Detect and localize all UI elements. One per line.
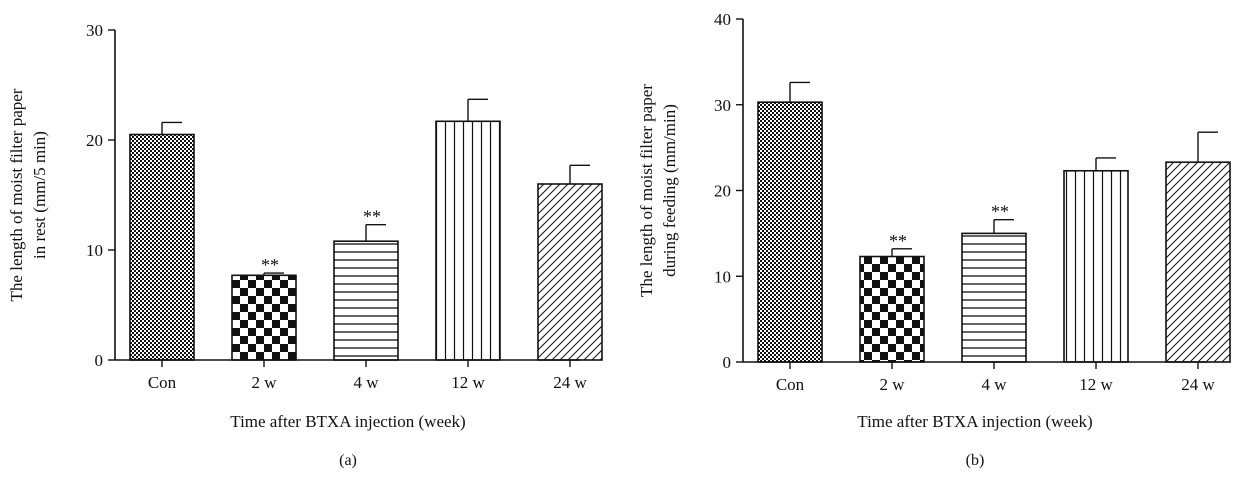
bar xyxy=(231,274,297,361)
x-tick-label: Con xyxy=(776,375,805,394)
y-axis-label: The length of moist filter paper xyxy=(637,84,656,297)
bar xyxy=(333,240,399,361)
bar xyxy=(859,255,925,363)
bar xyxy=(961,232,1027,363)
significance-label: ** xyxy=(363,207,381,227)
y-tick-label: 0 xyxy=(95,351,104,370)
chart-panels: Con ** 2 w ** 4 w 12 w 24 w 0 10 20 30 The length o… xyxy=(7,10,1231,469)
y-axis-label: The length of moist filter paper xyxy=(7,88,26,301)
y-tick-label: 30 xyxy=(86,21,103,40)
chart-panel-b: Con ** 2 w ** 4 w 12 w 24 w 0 10 20 30 40 The length… xyxy=(637,10,1231,469)
y-tick-label: 30 xyxy=(714,96,731,115)
significance-label: ** xyxy=(991,202,1009,222)
bar xyxy=(435,120,501,361)
y-tick-label: 20 xyxy=(86,131,103,150)
bar xyxy=(757,101,823,363)
x-tick-label: Con xyxy=(148,373,177,392)
x-axis-label: Time after BTXA injection (week) xyxy=(230,412,465,431)
y-axis-label: during feeding (mm/min) xyxy=(660,104,679,277)
chart-panel-a: Con ** 2 w ** 4 w 12 w 24 w 0 10 20 30 The length o… xyxy=(7,21,603,469)
y-tick-label: 10 xyxy=(714,267,731,286)
x-tick-label: 4 w xyxy=(981,375,1007,394)
y-tick-label: 0 xyxy=(723,353,732,372)
y-tick-label: 40 xyxy=(714,10,731,29)
significance-label: ** xyxy=(889,231,907,251)
bar xyxy=(537,183,603,361)
x-tick-label: 2 w xyxy=(879,375,905,394)
x-tick-label: 4 w xyxy=(353,373,379,392)
x-tick-label: 24 w xyxy=(1181,375,1215,394)
significance-label: ** xyxy=(261,255,279,275)
bar xyxy=(1165,161,1231,363)
x-tick-label: 12 w xyxy=(451,373,485,392)
x-tick-label: 24 w xyxy=(553,373,587,392)
bar xyxy=(1063,169,1129,363)
x-axis-label: Time after BTXA injection (week) xyxy=(857,412,1092,431)
x-tick-label: 12 w xyxy=(1079,375,1113,394)
bar xyxy=(129,133,195,361)
y-tick-label: 10 xyxy=(86,241,103,260)
y-tick-label: 20 xyxy=(714,182,731,201)
panel-label: (a) xyxy=(339,452,357,469)
y-axis-label: in rest (mm/5 min) xyxy=(30,131,49,259)
panel-label: (b) xyxy=(966,452,985,469)
x-tick-label: 2 w xyxy=(251,373,277,392)
